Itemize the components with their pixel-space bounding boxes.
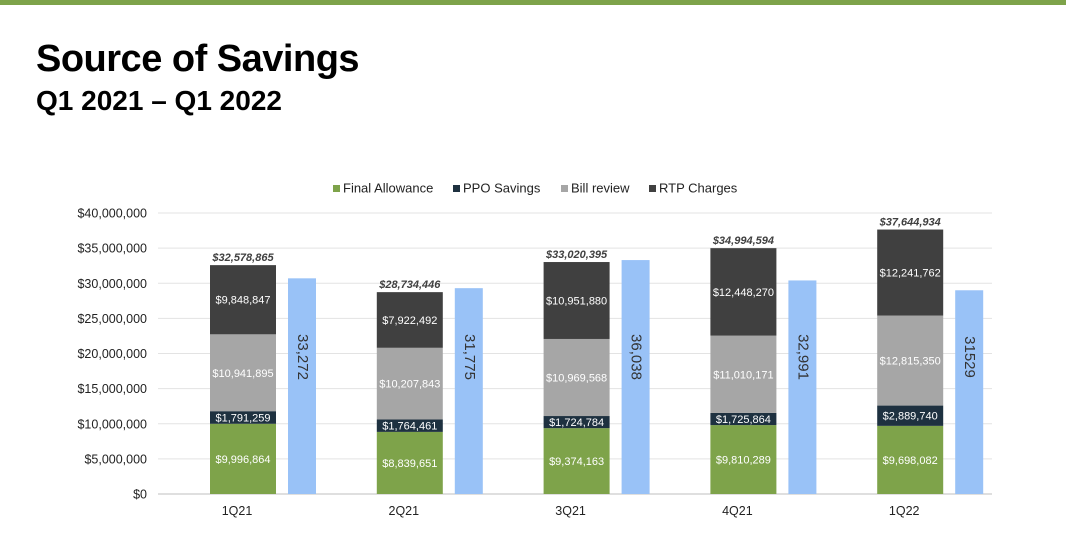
secondary-bar-label: 31529 (961, 336, 978, 378)
bar-total-label: $34,994,594 (712, 235, 774, 247)
bar-total-label: $32,578,865 (211, 252, 274, 264)
secondary-bar-label: 31,775 (461, 334, 478, 380)
bar-segment (543, 262, 610, 339)
bar-segment (210, 334, 276, 412)
bar-segment-label: $1,764,461 (382, 421, 437, 433)
bar-segment (376, 419, 443, 432)
y-tick-label: $5,000,000 (84, 452, 147, 466)
legend-label: Bill review (571, 181, 630, 196)
bar-segment-label: $10,207,843 (379, 379, 440, 391)
bar-segment-label: $11,010,171 (713, 369, 773, 381)
bar-segment (710, 335, 777, 413)
bar-segment-label: $10,951,880 (546, 296, 607, 308)
bar-segment-label: $12,815,350 (880, 356, 941, 368)
bar-segment-label: $12,241,762 (880, 268, 941, 280)
bar-segment-label: $12,448,270 (713, 287, 774, 299)
bar-total-label: $28,734,446 (378, 279, 441, 291)
bar-segment-label: $9,374,163 (549, 456, 604, 468)
bar-segment-label: $9,848,847 (215, 295, 270, 307)
page-title: Source of Savings (36, 38, 360, 80)
bar-segment (877, 315, 944, 406)
bar-segment (376, 292, 443, 348)
y-tick-label: $25,000,000 (77, 312, 147, 326)
bar-segment-label: $10,941,895 (212, 368, 273, 380)
x-tick-label: 2Q21 (389, 504, 420, 518)
bar-segment-label: $8,839,651 (382, 458, 437, 470)
legend-label: PPO Savings (463, 181, 541, 196)
y-tick-label: $40,000,000 (77, 207, 147, 221)
bar-segment-label: $2,889,740 (883, 411, 938, 423)
bar-segment (210, 411, 276, 424)
bar-segment (376, 431, 443, 494)
secondary-bar-label: 32,991 (794, 334, 811, 380)
chart-bars: $9,996,864 $1,791,259 $10,941,895 $9,848,84… (210, 217, 984, 494)
bar-segment (543, 338, 610, 417)
bar-segment-label: $1,791,259 (215, 412, 270, 424)
y-tick-label: $15,000,000 (77, 382, 147, 396)
bar-segment (710, 248, 777, 336)
y-tick-label: $10,000,000 (77, 417, 147, 431)
bar-segment (210, 265, 276, 335)
top-accent-bar (0, 0, 1066, 5)
bar-segment-label: $1,724,784 (549, 417, 604, 429)
x-tick-label: 1Q21 (222, 504, 253, 518)
bar-segment (710, 412, 777, 426)
bar-segment-label: $10,969,568 (546, 372, 607, 384)
bar-segment-label: $7,922,492 (382, 315, 437, 327)
bar-segment (877, 405, 944, 426)
x-tick-label: 3Q21 (555, 504, 586, 518)
bar-total-label: $37,644,934 (879, 217, 941, 229)
secondary-bar (788, 280, 817, 494)
bar-segment (210, 423, 276, 494)
legend-swatch (453, 185, 460, 192)
y-tick-label: $30,000,000 (77, 277, 147, 291)
x-axis: 1Q21 2Q21 3Q21 4Q21 1Q22 (222, 504, 920, 518)
chart-legend: Final Allowance PPO Savings Bill review RTP… (333, 181, 738, 196)
secondary-bar-label: 33,272 (294, 334, 311, 380)
secondary-bar (454, 288, 483, 494)
bar-total-label: $33,020,395 (545, 249, 608, 261)
y-tick-label: $20,000,000 (77, 347, 147, 361)
page-subtitle: Q1 2021 – Q1 2022 (36, 85, 282, 116)
secondary-bar-label: 36,038 (628, 334, 645, 380)
bar-segment (543, 428, 610, 494)
bar-segment (877, 229, 944, 316)
bar-segment (543, 416, 610, 429)
bar-segment-label: $9,698,082 (883, 455, 938, 467)
bar-segment (877, 425, 944, 494)
legend-label: Final Allowance (343, 181, 433, 196)
secondary-bar (621, 260, 650, 494)
secondary-bar (288, 278, 316, 494)
legend-swatch (649, 185, 656, 192)
bar-segment (710, 425, 777, 494)
secondary-bar (955, 290, 984, 494)
y-axis: $0 $5,000,000 $10,000,000 $15,000,000 $20,00… (77, 207, 147, 502)
bar-segment (376, 347, 443, 420)
legend-swatch (561, 185, 568, 192)
bar-segment-label: $9,996,864 (215, 454, 270, 466)
y-tick-label: $35,000,000 (77, 242, 147, 256)
bar-segment-label: $1,725,864 (716, 414, 771, 426)
legend-swatch (333, 185, 340, 192)
bar-segment-label: $9,810,289 (716, 455, 771, 467)
x-tick-label: 1Q22 (889, 504, 920, 518)
y-tick-label: $0 (133, 488, 147, 502)
x-tick-label: 4Q21 (722, 504, 753, 518)
legend-label: RTP Charges (659, 181, 738, 196)
